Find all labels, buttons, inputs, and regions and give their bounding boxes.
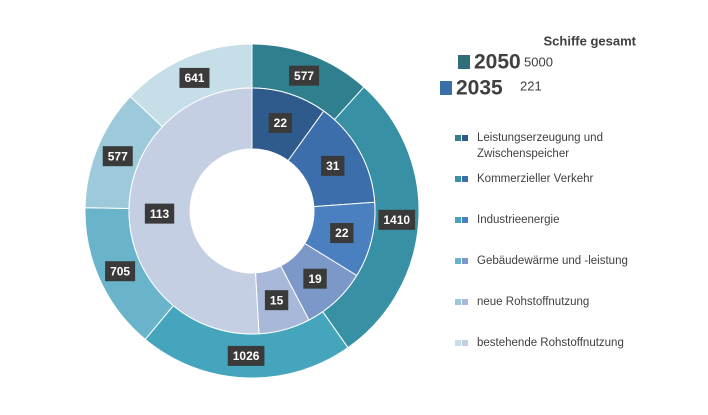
data-label-text: 577 [108,149,128,163]
legend-entry: Industrieenergie [455,212,655,253]
data-label-text: 15 [270,293,284,307]
legend-entry: Leistungserzeugung und Zwischenspeicher [455,130,655,171]
data-label-text: 577 [294,69,314,83]
legend-swatch [455,135,461,141]
data-label-box [179,67,210,88]
data-label: 577 [102,146,133,167]
data-label: 1026 [227,345,265,366]
legend-label: Kommerzieller Verkehr [477,173,594,185]
legend-swatch [462,135,468,141]
legend-entry: neue Rohstoffnutzung [455,294,655,335]
legend-swatch [455,340,461,346]
data-label-box [289,65,320,86]
legend-swatch [462,176,468,182]
legend-title: Schiffe gesamt [544,33,637,48]
series-key [440,81,452,95]
legend-entry: bestehende Rohstoffnutzung [455,335,655,376]
series-total: 5000 [524,54,553,69]
data-label-text: 22 [335,226,349,240]
legend-entry: Gebäudewärme und -leistung [455,253,655,294]
legend: Leistungserzeugung und Zwischenspeicher K… [455,130,655,376]
data-label: 31 [321,155,345,176]
legend-label: Gebäudewärme und -leistung [477,255,628,267]
donut-segment [128,87,260,335]
legend-label: Industrieenergie [477,214,560,226]
data-label: 641 [179,67,210,88]
legend-label: Leistungserzeugung und Zwischenspeicher [477,132,603,160]
data-label-box [303,268,327,289]
data-label-text: 31 [326,159,340,173]
data-label-box [144,203,175,224]
legend-swatch [462,217,468,223]
data-label-box [105,261,136,282]
legend-swatch [455,217,461,223]
data-label-text: 19 [308,272,322,286]
data-label-text: 1026 [233,349,260,363]
data-label-box [330,223,354,244]
series-key [458,55,470,69]
data-label: 113 [144,203,175,224]
data-label-text: 1410 [383,213,410,227]
series-total: 221 [520,78,542,93]
data-label-text: 641 [184,71,204,85]
data-label: 22 [268,112,293,133]
data-label: 577 [289,65,320,86]
legend-swatch [462,340,468,346]
legend-label: neue Rohstoffnutzung [477,296,590,308]
data-label-text: 22 [274,116,288,130]
series-name: 2050 [474,51,521,74]
legend-swatch [462,258,468,264]
data-label-text: 705 [110,264,130,278]
data-label-box [268,112,293,133]
data-label-box [264,290,289,311]
data-label-box [378,209,416,230]
data-label: 19 [303,268,327,289]
data-label-box [321,155,345,176]
legend-label: bestehende Rohstoffnutzung [477,337,624,349]
data-label-box [102,146,133,167]
legend-swatch [455,299,461,305]
data-label: 15 [264,290,289,311]
data-label: 22 [330,223,354,244]
legend-swatch [455,258,461,264]
legend-swatch [462,299,468,305]
legend-entry: Kommerzieller Verkehr [455,171,655,212]
data-label-box [227,345,265,366]
legend-swatch [455,176,461,182]
data-label: 705 [105,261,136,282]
series-name: 2035 [456,77,503,100]
data-label: 1410 [378,209,416,230]
data-label-text: 113 [150,207,170,221]
